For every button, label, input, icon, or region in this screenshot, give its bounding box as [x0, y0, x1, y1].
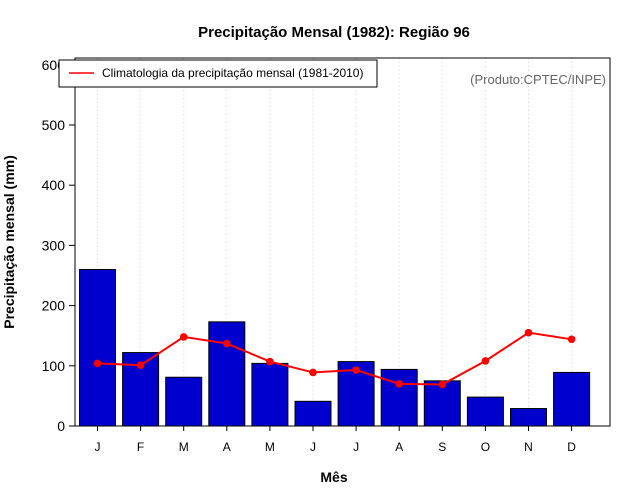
plot-frame — [74, 57, 611, 427]
bar-j-1 — [79, 268, 116, 427]
x-tick-label: F — [137, 440, 144, 454]
bar-a-8 — [380, 368, 418, 427]
y-tick-label: 400 — [42, 177, 66, 193]
legend: Climatologia da precipitação mensal (198… — [58, 59, 378, 88]
climatology-point — [223, 339, 231, 348]
chart-title: Precipitação Mensal (1982): Região 96 — [198, 24, 470, 41]
y-tick-label: 100 — [42, 358, 66, 374]
climatology-line — [97, 331, 572, 386]
climatology-line-series — [93, 328, 576, 389]
x-tick-label: A — [395, 440, 403, 454]
climatology-point — [266, 357, 274, 366]
y-tick-label: 200 — [42, 298, 66, 314]
bar-m-5 — [251, 362, 289, 427]
bar-d-12 — [553, 371, 591, 427]
y-tick-label: 300 — [42, 237, 66, 253]
climatology-point — [352, 366, 360, 374]
climatology-point — [309, 368, 317, 377]
x-tick-label: J — [310, 440, 316, 454]
bar-m-3 — [165, 376, 203, 427]
legend-box — [58, 59, 378, 88]
x-tick-label: M — [265, 440, 275, 454]
climatology-point — [136, 361, 145, 369]
grid-lines — [97, 58, 573, 426]
x-tick-label: J — [95, 440, 101, 454]
climatology-point — [567, 335, 576, 344]
bar-n-11 — [510, 408, 547, 427]
x-tick-label: J — [353, 440, 359, 454]
bar-series — [79, 268, 591, 427]
climatology-point — [179, 333, 188, 341]
x-axis-label: Mês — [320, 469, 347, 485]
x-tick-label: D — [567, 440, 576, 454]
climatology-point — [524, 328, 533, 337]
climatology-point — [481, 357, 490, 365]
y-tick-label: 500 — [42, 117, 66, 133]
legend-entry-climatology: Climatologia da precipitação mensal (198… — [102, 66, 363, 80]
x-tick-label: A — [223, 440, 231, 454]
bar-a-4 — [208, 321, 246, 427]
climatology-point — [93, 359, 102, 368]
x-tick-label: N — [524, 440, 533, 454]
x-tick-label: S — [438, 440, 446, 454]
climatology-point — [438, 380, 447, 389]
x-tick-label: M — [179, 440, 189, 454]
y-tick-label: 0 — [57, 418, 65, 434]
bar-j-6 — [294, 400, 332, 427]
bar-o-10 — [466, 396, 504, 427]
climatology-point — [395, 380, 404, 388]
source-annotation: (Produto:CPTEC/INPE) — [470, 72, 606, 87]
x-tick-label: O — [481, 440, 490, 454]
y-axis-label: Precipitação mensal (mm) — [1, 155, 17, 329]
